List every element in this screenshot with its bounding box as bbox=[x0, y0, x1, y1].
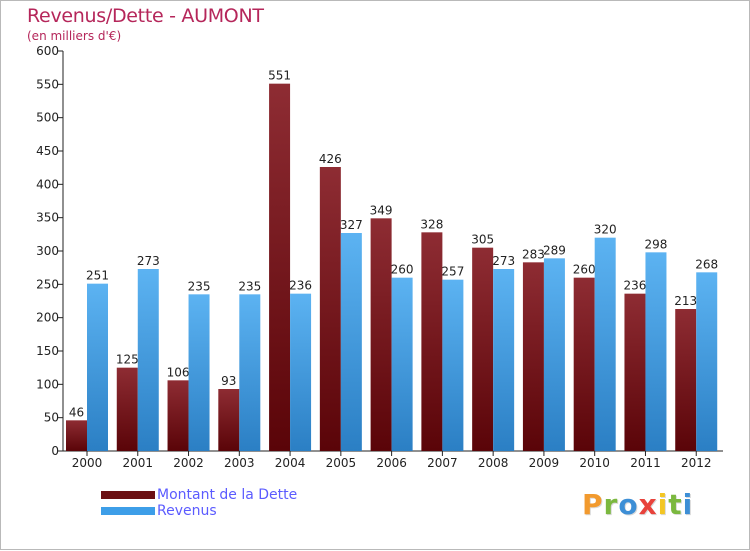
bar-debt bbox=[66, 420, 87, 451]
bar-debt bbox=[624, 293, 646, 451]
x-tick-label: 2009 bbox=[529, 456, 560, 470]
value-label-debt: 106 bbox=[167, 365, 190, 379]
bar-debt bbox=[167, 380, 189, 451]
x-tick-label: 2006 bbox=[376, 456, 407, 470]
value-label-debt: 213 bbox=[674, 294, 697, 308]
bar-debt bbox=[522, 262, 544, 451]
y-tick-label: 500 bbox=[36, 111, 59, 125]
value-label-debt: 349 bbox=[370, 203, 393, 217]
y-tick-label: 50 bbox=[44, 411, 59, 425]
value-label-revenus: 289 bbox=[543, 243, 566, 257]
logo-letter: r bbox=[603, 488, 619, 521]
value-label-revenus: 235 bbox=[188, 279, 211, 293]
bar-debt bbox=[116, 367, 138, 451]
value-label-revenus: 260 bbox=[391, 263, 414, 277]
bar-debt bbox=[269, 83, 291, 452]
value-label-debt: 426 bbox=[319, 152, 342, 166]
bar-revenus bbox=[493, 269, 515, 451]
value-label-revenus: 236 bbox=[289, 279, 312, 293]
x-tick-label: 2001 bbox=[122, 456, 153, 470]
bar-revenus bbox=[340, 233, 362, 451]
bar-debt bbox=[319, 167, 341, 451]
value-label-revenus: 268 bbox=[695, 257, 718, 271]
y-tick-label: 550 bbox=[36, 77, 59, 91]
value-label-revenus: 273 bbox=[492, 254, 515, 268]
logo-letter: t bbox=[668, 488, 683, 521]
bar-revenus bbox=[290, 293, 312, 451]
y-tick-label: 250 bbox=[36, 277, 59, 291]
legend-label-debt: Montant de la Dette bbox=[157, 487, 298, 503]
y-tick-label: 200 bbox=[36, 311, 59, 325]
value-label-debt: 93 bbox=[221, 374, 236, 388]
value-label-debt: 283 bbox=[522, 247, 545, 261]
bar-revenus bbox=[645, 252, 667, 451]
chart-title: Revenus/Dette - AUMONT bbox=[27, 5, 264, 27]
bar-revenus bbox=[188, 294, 210, 451]
value-label-debt: 328 bbox=[420, 217, 443, 231]
x-tick-label: 2012 bbox=[681, 456, 712, 470]
y-tick-label: 100 bbox=[36, 377, 59, 391]
x-tick-label: 2008 bbox=[478, 456, 509, 470]
value-label-debt: 551 bbox=[268, 69, 291, 83]
y-tick-label: 150 bbox=[36, 344, 59, 358]
bar-revenus bbox=[594, 237, 616, 451]
value-label-debt: 260 bbox=[573, 263, 596, 277]
logo-letter: o bbox=[618, 488, 639, 521]
bar-debt bbox=[370, 218, 392, 451]
y-tick-label: 350 bbox=[36, 211, 59, 225]
y-tick-label: 400 bbox=[36, 177, 59, 191]
value-label-debt: 46 bbox=[69, 405, 84, 419]
value-label-revenus: 298 bbox=[645, 237, 668, 251]
bar-revenus bbox=[137, 269, 159, 451]
proxiti-logo: Proxiti bbox=[582, 488, 693, 521]
value-label-revenus: 257 bbox=[441, 265, 464, 279]
legend-swatch-debt bbox=[101, 491, 155, 499]
legend-item-revenus: Revenus bbox=[101, 503, 297, 519]
x-tick-label: 2003 bbox=[224, 456, 255, 470]
x-tick-label: 2011 bbox=[630, 456, 661, 470]
x-tick-label: 2004 bbox=[275, 456, 306, 470]
legend-item-debt: Montant de la Dette bbox=[101, 487, 297, 503]
y-tick-label: 300 bbox=[36, 244, 59, 258]
legend: Montant de la Dette Revenus bbox=[101, 487, 297, 519]
bar-debt bbox=[218, 389, 240, 451]
y-tick-label: 0 bbox=[51, 444, 59, 458]
value-label-debt: 236 bbox=[624, 279, 647, 293]
value-label-revenus: 327 bbox=[340, 218, 363, 232]
value-label-revenus: 251 bbox=[86, 269, 109, 283]
logo-letter: P bbox=[582, 488, 604, 521]
bar-revenus bbox=[442, 279, 464, 451]
x-tick-label: 2000 bbox=[72, 456, 103, 470]
y-tick-label: 450 bbox=[36, 144, 59, 158]
logo-letter: i bbox=[682, 488, 694, 521]
x-tick-label: 2007 bbox=[427, 456, 458, 470]
bar-revenus bbox=[239, 294, 261, 451]
chart-subtitle: (en milliers d'€) bbox=[27, 29, 122, 43]
legend-label-revenus: Revenus bbox=[157, 503, 217, 519]
value-label-revenus: 273 bbox=[137, 254, 160, 268]
value-label-revenus: 320 bbox=[594, 223, 617, 237]
bar-debt bbox=[675, 309, 697, 451]
value-label-debt: 305 bbox=[471, 233, 494, 247]
bar-revenus bbox=[391, 277, 413, 451]
legend-swatch-revenus bbox=[101, 507, 155, 515]
bar-debt bbox=[472, 247, 494, 451]
x-tick-label: 2005 bbox=[326, 456, 357, 470]
value-label-debt: 125 bbox=[116, 353, 139, 367]
bar-revenus bbox=[696, 272, 718, 451]
bar-revenus bbox=[87, 283, 108, 451]
value-label-revenus: 235 bbox=[238, 279, 261, 293]
logo-letter: i bbox=[657, 488, 669, 521]
y-tick-label: 600 bbox=[36, 44, 59, 58]
logo-letter: x bbox=[638, 488, 658, 521]
bar-debt bbox=[573, 277, 595, 451]
x-tick-label: 2010 bbox=[579, 456, 610, 470]
x-tick-label: 2002 bbox=[173, 456, 204, 470]
bar-revenus bbox=[543, 258, 565, 451]
bar-debt bbox=[421, 232, 443, 451]
